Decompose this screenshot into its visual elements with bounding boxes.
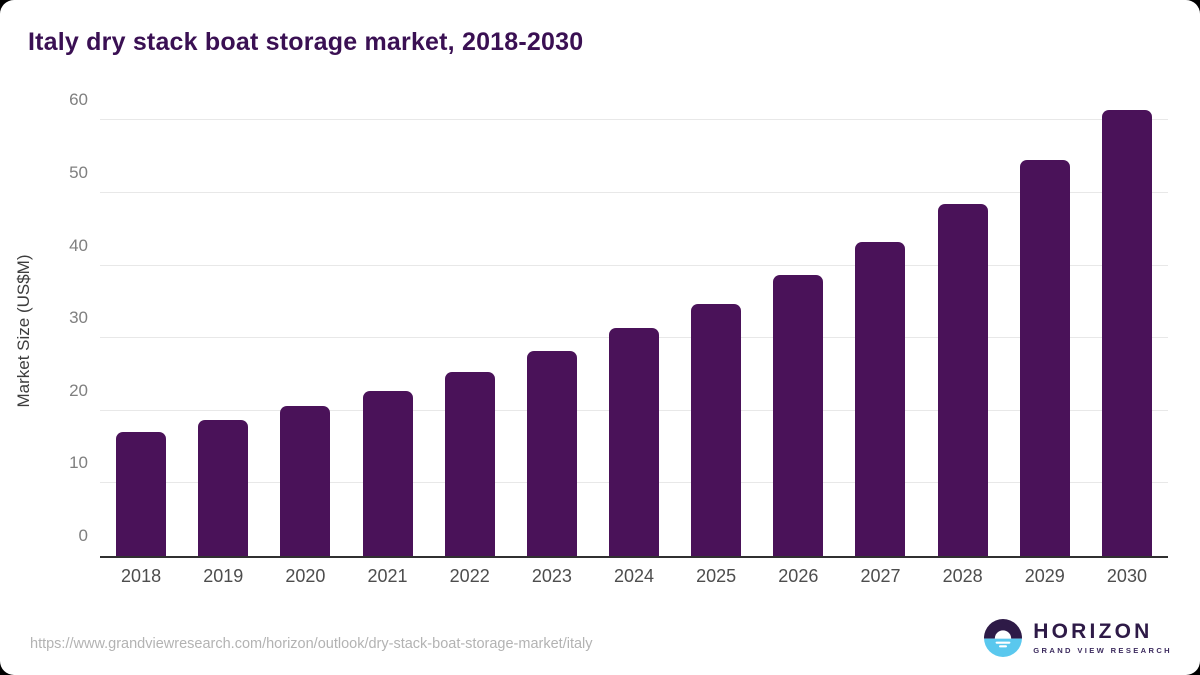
horizon-logo-name: HORIZON — [1033, 620, 1153, 644]
bar-2030 — [1101, 109, 1152, 556]
bar-2019 — [198, 419, 249, 556]
x-tick-2029: 2029 — [1024, 566, 1065, 586]
x-tick-2019: 2019 — [203, 566, 244, 586]
y-tick-40: 40 — [69, 235, 88, 255]
bar-column-2018: 2018 — [100, 104, 182, 586]
y-tick-50: 50 — [69, 163, 88, 182]
x-tick-2025: 2025 — [696, 566, 737, 586]
bar-column-2027: 2027 — [839, 104, 921, 586]
bar-column-2020: 2020 — [264, 104, 346, 586]
chart-title: Italy dry stack boat storage market, 201… — [28, 28, 584, 56]
bar-2025 — [691, 304, 742, 556]
gridline-50 — [100, 192, 1168, 193]
y-tick-10: 10 — [69, 453, 88, 473]
bar-column-2021: 2021 — [346, 104, 428, 586]
bar-2023 — [526, 350, 577, 556]
y-axis-title: Market Size (US$M) — [14, 254, 33, 408]
bar-2021 — [362, 390, 413, 556]
x-tick-2020: 2020 — [285, 566, 326, 586]
bar-2029 — [1019, 160, 1070, 556]
x-tick-2026: 2026 — [778, 566, 819, 586]
y-tick-20: 20 — [69, 380, 88, 400]
bar-column-2025: 2025 — [675, 104, 757, 586]
bar-2028 — [937, 203, 988, 556]
bar-column-2024: 2024 — [593, 104, 675, 586]
bar-column-2030: 2030 — [1086, 104, 1168, 586]
bar-2020 — [280, 405, 331, 556]
horizon-logo-text: HORIZON GRAND VIEW RESEARCH — [1033, 620, 1172, 655]
y-tick-30: 30 — [69, 308, 88, 328]
x-tick-2018: 2018 — [121, 566, 162, 586]
horizon-logo: HORIZON GRAND VIEW RESEARCH — [984, 619, 1172, 657]
bar-column-2019: 2019 — [182, 104, 264, 586]
horizon-sun-over-water-icon — [984, 619, 1023, 657]
bar-column-2029: 2029 — [1004, 104, 1086, 586]
bar-chart-plot-area: 0 10 20 30 40 50 60 2018 2019 2020 2021 2022 2023 202… — [69, 90, 1168, 586]
x-tick-2030: 2030 — [1106, 566, 1147, 586]
x-tick-2021: 2021 — [367, 566, 408, 586]
bar-column-2023: 2023 — [511, 104, 593, 586]
bar-2022 — [444, 372, 495, 556]
source-url: https://www.grandviewresearch.com/horizo… — [30, 636, 593, 652]
bar-2018 — [116, 431, 167, 556]
x-tick-2023: 2023 — [531, 566, 572, 586]
x-tick-2022: 2022 — [449, 566, 490, 586]
bar-2024 — [609, 328, 660, 556]
bar-column-2028: 2028 — [922, 104, 1004, 586]
bar-column-2022: 2022 — [429, 104, 511, 586]
bar-2027 — [855, 242, 906, 556]
y-tick-60: 60 — [69, 90, 88, 110]
bars-row: 2018 2019 2020 2021 2022 2023 2024 2025 2026 2027… — [100, 104, 1168, 586]
x-tick-2028: 2028 — [942, 566, 983, 586]
x-tick-2027: 2027 — [860, 566, 901, 586]
horizon-logo-subtitle: GRAND VIEW RESEARCH — [1033, 645, 1172, 655]
gridline-60 — [100, 119, 1168, 121]
gridline-40 — [100, 264, 1168, 266]
bar-column-2026: 2026 — [757, 104, 839, 586]
bar-2026 — [773, 275, 824, 556]
y-tick-0: 0 — [78, 526, 88, 545]
x-tick-2024: 2024 — [613, 566, 655, 586]
